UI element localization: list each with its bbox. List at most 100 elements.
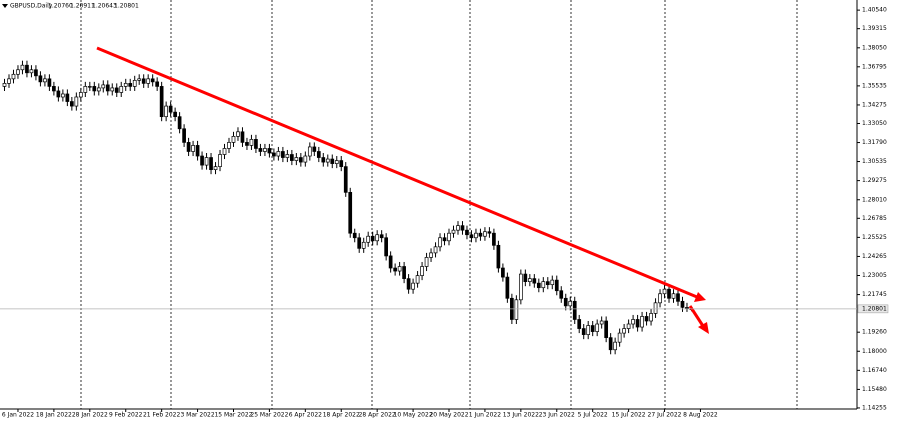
- candle-body: [644, 316, 649, 322]
- candle-body: [182, 128, 186, 143]
- candle-body: [65, 93, 70, 102]
- candle-body: [114, 87, 119, 93]
- candle-body: [671, 293, 676, 299]
- candle-body: [290, 154, 294, 161]
- candle-body: [146, 78, 151, 84]
- candle-body: [438, 237, 442, 248]
- candle-body: [330, 158, 335, 164]
- candle-body: [478, 232, 483, 237]
- candle-body: [34, 69, 38, 77]
- candle-body: [554, 279, 559, 292]
- candles: [2, 60, 694, 355]
- y-tick-label: 1.26785: [862, 215, 887, 222]
- candle-body: [348, 191, 353, 234]
- candle-body: [487, 231, 492, 234]
- candle-body: [168, 105, 173, 113]
- candle-body: [375, 234, 380, 242]
- candle-body: [586, 325, 591, 335]
- candle-body: [370, 235, 375, 242]
- x-tick-label: 18 Apr 2022: [323, 412, 360, 419]
- candle-body: [465, 229, 469, 236]
- x-tick-label: 5 Jul 2022: [578, 412, 608, 419]
- candle-body: [83, 86, 88, 93]
- candle-body: [680, 300, 685, 308]
- y-tick-label: 1.34275: [862, 101, 887, 108]
- candle-body: [285, 154, 290, 158]
- candle-body: [474, 232, 478, 239]
- candle-body: [649, 313, 653, 322]
- candle-body: [137, 78, 142, 81]
- x-tick-label: 8 Aug 2022: [683, 412, 718, 419]
- candle-body: [186, 142, 191, 152]
- candle-body: [343, 166, 348, 193]
- candle-body: [312, 146, 317, 152]
- y-tick-label: 1.21745: [862, 291, 887, 298]
- x-tick-label: 28 Apr 2022: [359, 412, 396, 419]
- candle-body: [56, 90, 61, 98]
- candle-body: [590, 325, 595, 332]
- candle-body: [254, 139, 258, 149]
- candle-body: [676, 293, 680, 302]
- candle-body: [110, 87, 115, 92]
- candle-body: [483, 231, 487, 237]
- candle-body: [518, 273, 523, 301]
- candle-body: [195, 145, 200, 157]
- candle-body: [231, 135, 236, 143]
- candle-body: [379, 234, 384, 239]
- candle-body: [2, 83, 7, 87]
- candle-body: [7, 78, 11, 84]
- y-tick-label: 1.25525: [862, 234, 887, 241]
- candle-body: [451, 229, 456, 234]
- candle-body: [132, 80, 137, 87]
- candle-body: [653, 302, 658, 314]
- candle-body: [393, 267, 397, 272]
- candle-body: [123, 83, 128, 87]
- candle-body: [545, 281, 550, 286]
- candle-body: [249, 139, 254, 146]
- menu-triangle: [2, 4, 8, 8]
- y-tick-label: 1.31790: [862, 139, 887, 146]
- x-tick-label: 28 Jan 2022: [72, 412, 108, 419]
- candle-body: [433, 246, 438, 254]
- candle-body: [101, 84, 106, 89]
- y-tick-label: 1.38050: [862, 44, 887, 51]
- candle-body: [626, 323, 631, 329]
- candle-body: [47, 78, 52, 87]
- candle-body: [613, 341, 617, 351]
- candle-body: [411, 282, 415, 290]
- candle-body: [384, 237, 388, 257]
- candle-body: [105, 84, 110, 92]
- candle-body: [361, 241, 366, 249]
- candle-body: [541, 281, 546, 289]
- candle-body: [307, 146, 312, 157]
- candle-body: [245, 142, 249, 146]
- candle-body: [222, 148, 227, 155]
- candle-body: [604, 320, 609, 338]
- candle-body: [388, 255, 393, 269]
- candle-body: [276, 151, 281, 157]
- candle-body: [640, 316, 644, 328]
- x-tick-label: 18 Jan 2022: [36, 412, 72, 419]
- y-tick-label: 1.30535: [862, 158, 887, 165]
- candle-body: [204, 157, 209, 166]
- candle-body: [200, 155, 204, 166]
- candle-body: [11, 73, 16, 80]
- candle-body: [294, 157, 299, 161]
- candle-body: [415, 275, 420, 284]
- candle-body: [581, 328, 586, 335]
- ohlc-close: 1.20801: [114, 3, 139, 10]
- y-tick-label: 1.28010: [862, 196, 887, 203]
- candle-body: [325, 158, 330, 163]
- candle-body: [164, 105, 168, 118]
- candle-body: [281, 151, 285, 158]
- candle-body: [191, 145, 195, 152]
- candle-body: [352, 232, 357, 239]
- candle-body: [92, 86, 97, 92]
- candle-body: [658, 293, 662, 304]
- candle-body: [667, 288, 671, 299]
- candle-body: [334, 160, 339, 164]
- current-price-box: [857, 304, 889, 314]
- candle-body: [595, 323, 600, 332]
- x-tick-label: 6 Apr 2022: [289, 412, 322, 419]
